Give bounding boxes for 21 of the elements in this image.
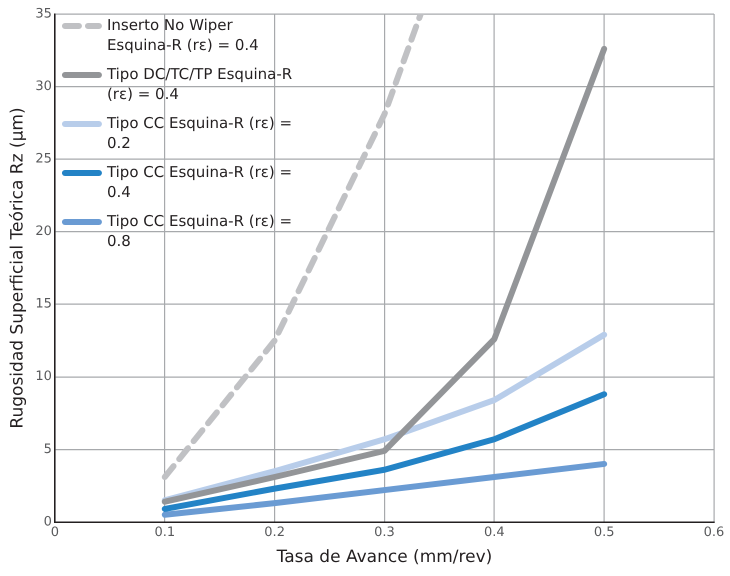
y-tick-label: 35	[35, 6, 52, 22]
y-tick-label: 30	[35, 78, 52, 94]
legend-label: Tipo CC Esquina-R (rε) = 0.4	[106, 162, 292, 201]
x-axis-title: Tasa de Avance (mm/rev)	[276, 547, 492, 568]
legend-label: Tipo CC Esquina-R (rε) = 0.2	[106, 114, 292, 152]
y-tick-label: 25	[35, 152, 52, 167]
x-tick-label: 0.5	[594, 525, 614, 540]
x-tick-label: 0.3	[374, 525, 395, 540]
legend-label: Tipo CC Esquina-R (rε) = 0.8	[106, 212, 292, 250]
x-tick-label: 0.4	[484, 525, 505, 540]
x-tick-label: 0.6	[704, 525, 724, 540]
x-tick-label: 0.1	[154, 525, 176, 540]
legend-label: Tipo DC/TC/TP Esquina-R (rε) = 0.4	[106, 64, 292, 103]
y-tick-label: 20	[35, 224, 52, 240]
y-axis-title: Rugosidad Superficial Teórica Rz (μm)	[8, 107, 28, 429]
y-tick-label: 0	[44, 514, 52, 530]
y-tick-label: 5	[44, 442, 52, 457]
x-tick-label: 0.2	[264, 525, 285, 540]
y-tick-label: 15	[35, 296, 52, 312]
legend-label: Inserto No Wiper Esquina-R (rε) = 0.4	[106, 16, 259, 54]
y-tick-label: 10	[35, 369, 52, 384]
